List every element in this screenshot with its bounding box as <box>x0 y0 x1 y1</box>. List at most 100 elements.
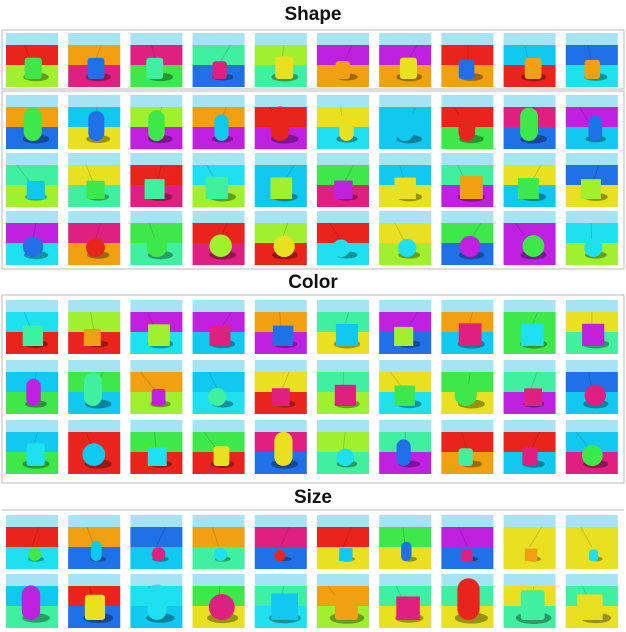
wall <box>130 165 183 185</box>
object <box>394 326 414 346</box>
thumbnail <box>254 95 307 149</box>
thumbnail <box>379 420 432 474</box>
object <box>147 584 167 620</box>
object <box>334 180 353 199</box>
thumbnail <box>68 211 121 265</box>
object <box>334 591 358 620</box>
thumbnail <box>565 300 618 354</box>
object <box>401 541 412 561</box>
thumbnail <box>503 300 556 354</box>
thumbnail <box>130 95 183 149</box>
wall <box>565 432 618 452</box>
wall <box>68 527 121 547</box>
object <box>21 585 41 620</box>
object <box>332 239 350 257</box>
wall <box>441 45 494 65</box>
wall <box>565 45 618 65</box>
thumbnail <box>565 420 618 474</box>
object <box>146 236 168 257</box>
wall <box>192 165 245 185</box>
thumbnail <box>130 360 183 414</box>
thumbnail <box>565 515 618 569</box>
wall <box>130 432 183 452</box>
thumbnail <box>503 420 556 474</box>
wall <box>192 223 245 243</box>
thumbnail <box>254 420 307 474</box>
thumbnail <box>192 360 245 414</box>
wall <box>130 527 183 547</box>
thumbnail <box>317 574 369 628</box>
object <box>335 61 350 79</box>
wall <box>254 312 307 332</box>
object <box>23 107 42 141</box>
object <box>270 177 293 199</box>
object <box>274 431 293 466</box>
object <box>90 541 102 561</box>
thumbnail <box>6 574 58 628</box>
thumbnail <box>503 95 556 149</box>
object <box>83 328 101 346</box>
object <box>209 325 231 346</box>
object <box>84 594 106 620</box>
object <box>458 323 482 346</box>
thumbnail <box>565 33 618 87</box>
object <box>522 235 545 257</box>
wall <box>503 45 556 65</box>
thumbnail <box>565 153 618 207</box>
thumbnail <box>6 420 58 474</box>
thumbnail <box>68 153 121 207</box>
corner <box>90 311 95 333</box>
thumbnail <box>441 300 494 354</box>
thumbnail <box>130 300 183 354</box>
wall <box>6 312 58 332</box>
thumbnail <box>130 211 183 265</box>
thumbnail <box>254 360 307 414</box>
object <box>271 593 298 620</box>
object <box>213 547 228 561</box>
object <box>394 177 416 199</box>
wall <box>317 165 369 185</box>
object <box>394 385 415 406</box>
thumbnail <box>68 420 121 474</box>
wall <box>503 165 556 185</box>
wall <box>6 165 58 185</box>
thumbnail <box>68 33 121 87</box>
thumbnail <box>130 153 183 207</box>
thumbnail <box>379 153 432 207</box>
wall <box>254 223 307 243</box>
corner <box>140 371 157 393</box>
thumbnail <box>441 360 494 414</box>
wall <box>503 223 556 243</box>
thumbnail <box>130 420 183 474</box>
thumbnail <box>130 574 183 628</box>
thumbnail <box>317 153 369 207</box>
thumbnail <box>68 95 121 149</box>
object <box>396 439 411 466</box>
thumbnail <box>503 211 556 265</box>
wall <box>254 372 307 392</box>
object <box>335 323 358 346</box>
wall <box>317 527 369 547</box>
thumbnail <box>441 153 494 207</box>
thumbnail <box>6 211 58 265</box>
object <box>580 179 601 199</box>
object <box>275 56 294 79</box>
thumbnail <box>254 33 307 87</box>
object <box>272 325 294 346</box>
object <box>524 58 542 79</box>
object <box>584 384 606 406</box>
thumbnail <box>192 211 245 265</box>
thumbnail <box>565 360 618 414</box>
thumbnail <box>503 360 556 414</box>
object <box>86 180 105 199</box>
thumbnail <box>379 515 432 569</box>
thumbnail <box>192 153 245 207</box>
object <box>459 176 483 199</box>
thumbnail <box>441 420 494 474</box>
wall <box>254 165 307 185</box>
thumbnail <box>317 420 369 474</box>
object <box>208 387 227 406</box>
section-title: Color <box>288 272 338 293</box>
object <box>524 548 538 561</box>
object <box>461 549 473 561</box>
